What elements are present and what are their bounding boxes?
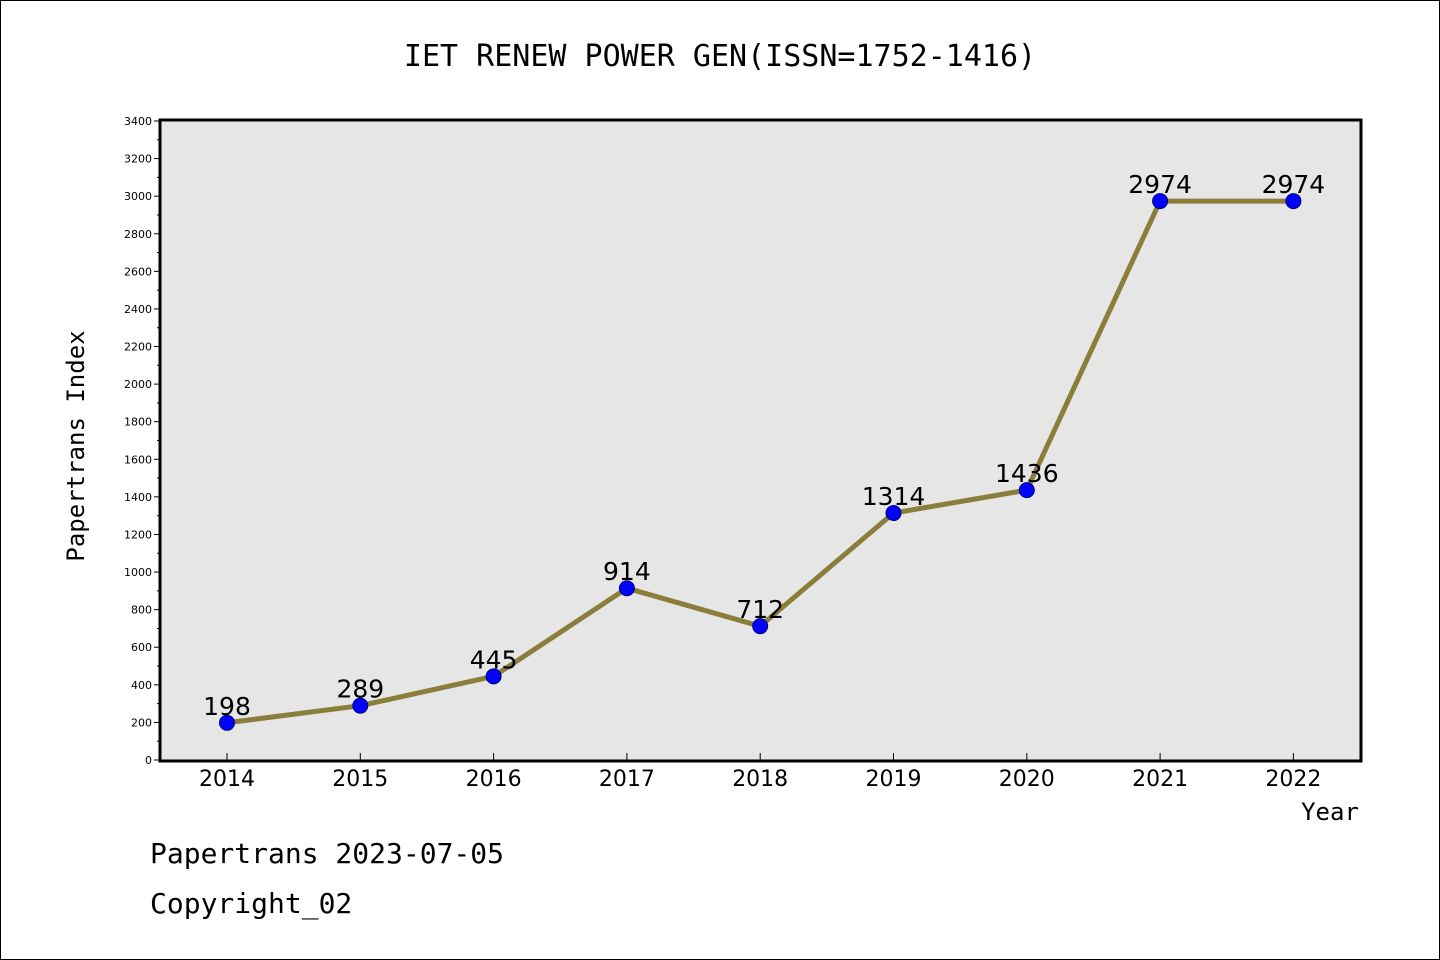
data-point-2022 (1285, 193, 1302, 210)
y-tick-label: 1000 (124, 566, 152, 579)
y-tick-label: 0 (145, 754, 152, 767)
series-line (219, 193, 1302, 731)
y-tick-label: 2600 (124, 265, 152, 278)
y-tick-label: 3000 (124, 190, 152, 203)
y-tick-label: 1600 (124, 453, 152, 466)
y-tick-label: 3200 (124, 153, 152, 166)
x-tick-label: 2015 (332, 767, 388, 792)
data-label-2020: 1436 (995, 459, 1059, 488)
data-point-2016 (485, 668, 502, 685)
y-tick-label: 3400 (124, 115, 152, 128)
footer-copyright: Copyright_02 (150, 887, 352, 921)
data-label-2019: 1314 (862, 482, 926, 511)
y-tick-label: 2200 (124, 341, 152, 354)
x-axis: 2014 2015 2016 2017 2018 2019 2020 2021 2022 (199, 753, 1321, 792)
y-tick-label: 2000 (124, 378, 152, 391)
x-tick-label: 2020 (999, 767, 1055, 792)
y-tick-label: 1800 (124, 416, 152, 429)
footer-date: Papertrans 2023-07-05 (150, 837, 504, 870)
x-axis-label: Year (1301, 798, 1359, 826)
data-point-2014 (219, 714, 235, 731)
y-axis-label: Papertrans Index (62, 330, 90, 561)
y-tick-label: 2400 (124, 303, 152, 316)
plot-area (158, 118, 1363, 763)
x-tick-label: 2022 (1265, 767, 1321, 792)
x-tick-label: 2019 (866, 767, 922, 792)
x-tick-label: 2016 (466, 767, 522, 792)
y-tick-label: 400 (131, 679, 152, 692)
y-tick-label: 200 (131, 716, 152, 729)
y-axis: 0 200 400 600 800 1000 1200 1400 1600 1800 2000 220… (124, 115, 160, 767)
data-point-2015 (352, 697, 369, 714)
data-label-2014: 198 (203, 692, 251, 721)
y-tick-label: 1200 (124, 528, 152, 541)
y-tick-label: 2800 (124, 228, 152, 241)
data-point-2020 (1018, 482, 1035, 499)
data-label-2018: 712 (736, 595, 784, 624)
x-tick-label: 2021 (1132, 767, 1188, 792)
data-label-2021: 2974 (1128, 170, 1192, 199)
data-point-2021 (1152, 193, 1169, 210)
data-point-2017 (618, 580, 635, 597)
y-tick-label: 600 (131, 641, 152, 654)
data-labels: 198 289 445 914 712 1314 1436 2974 2974 (203, 170, 1325, 721)
x-tick-label: 2018 (732, 767, 788, 792)
y-tick-label: 1400 (124, 491, 152, 504)
data-label-2015: 289 (336, 675, 384, 704)
data-label-2017: 914 (603, 557, 651, 586)
x-tick-label: 2017 (599, 767, 655, 792)
data-label-2022: 2974 (1262, 170, 1326, 199)
data-label-2016: 445 (470, 645, 518, 674)
chart-title: IET RENEW POWER GEN(ISSN=1752-1416) (404, 39, 1036, 74)
data-point-2018 (752, 618, 769, 635)
y-tick-label: 800 (131, 604, 152, 617)
data-point-2019 (885, 505, 902, 522)
x-tick-label: 2014 (199, 767, 255, 792)
